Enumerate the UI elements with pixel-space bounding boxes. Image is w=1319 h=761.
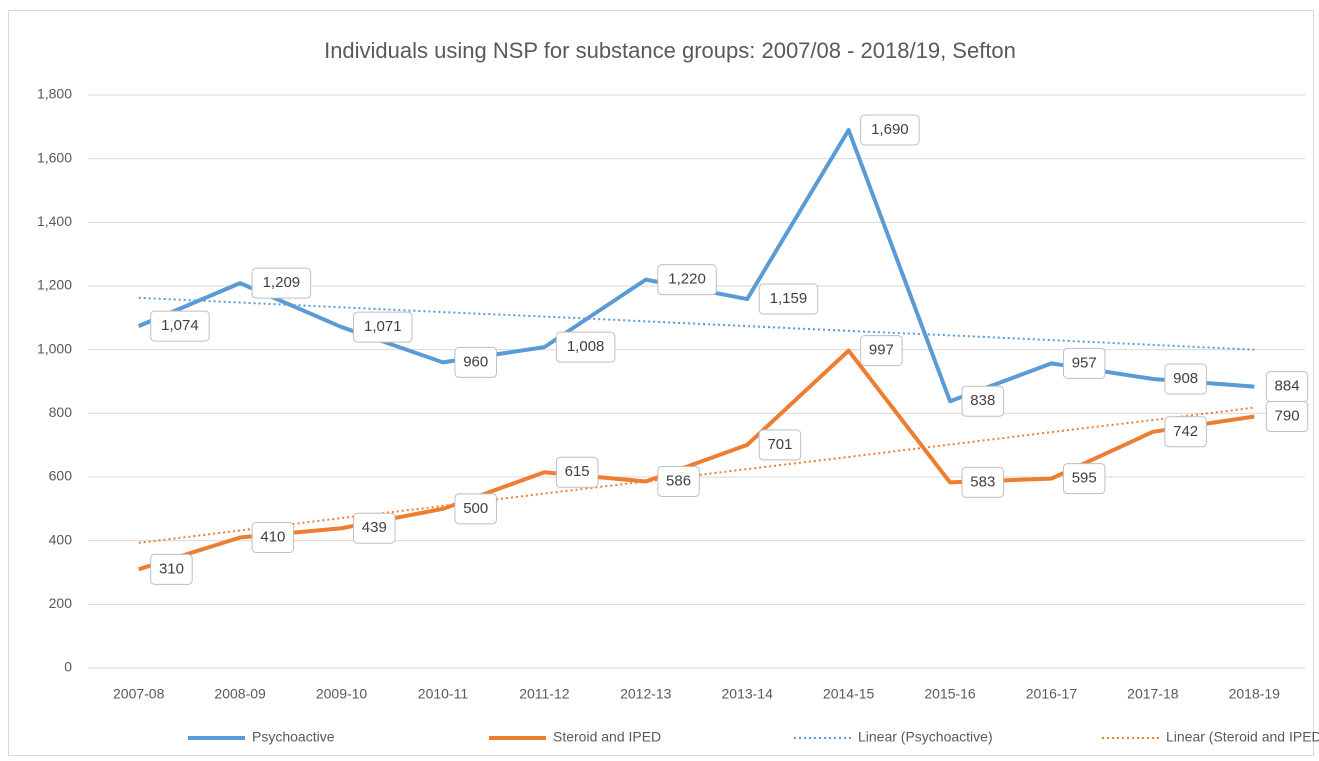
data-label-box: [758, 429, 802, 461]
data-label: 1,008: [567, 338, 605, 355]
data-label-box: [454, 493, 497, 525]
data-label: 1,690: [871, 121, 909, 138]
data-label-box: [1265, 401, 1309, 433]
chart-title: Individuals using NSP for substance grou…: [324, 38, 1016, 63]
chart-frame: [8, 10, 1314, 756]
data-label: 1,220: [668, 271, 706, 288]
data-label-box: [961, 385, 1005, 417]
data-label: 838: [970, 392, 995, 409]
data-label: 583: [970, 473, 995, 490]
data-label-box: [758, 283, 819, 315]
data-label: 410: [260, 528, 285, 545]
x-tick-label: 2007-08: [113, 686, 165, 702]
x-tick-label: 2018-19: [1229, 686, 1281, 702]
data-label: 1,071: [364, 318, 402, 335]
data-label: 742: [1173, 423, 1198, 440]
data-label-box: [1164, 363, 1207, 395]
x-tick-label: 2011-12: [519, 686, 570, 702]
data-label-box: [150, 553, 193, 585]
data-label-box: [1062, 347, 1106, 379]
x-tick-label: 2017-18: [1127, 686, 1179, 702]
data-label: 439: [362, 519, 387, 536]
data-label: 615: [565, 463, 590, 480]
data-label: 1,074: [161, 317, 199, 334]
legend-label: Steroid and IPED: [553, 729, 661, 745]
y-tick-label: 1,400: [37, 213, 72, 229]
x-tick-label: 2016-17: [1026, 686, 1078, 702]
data-label-box: [353, 311, 413, 343]
data-label: 790: [1275, 407, 1300, 424]
x-tick-label: 2014-15: [823, 686, 875, 702]
data-label: 595: [1072, 470, 1097, 487]
trend-line: [138, 296, 1255, 351]
y-tick-label: 1,000: [37, 340, 72, 356]
y-tick-label: 200: [49, 595, 73, 611]
data-label: 586: [666, 472, 691, 489]
x-tick-label: 2009-10: [316, 686, 368, 702]
data-label-box: [657, 264, 717, 296]
data-label: 1,209: [263, 274, 301, 291]
x-tick-label: 2010-11: [418, 686, 469, 702]
x-tick-label: 2015-16: [924, 686, 976, 702]
x-tick-label: 2008-09: [214, 686, 266, 702]
data-label-box: [657, 465, 700, 497]
y-tick-label: 600: [49, 468, 73, 484]
y-tick-label: 0: [64, 659, 72, 675]
y-tick-label: 1,200: [37, 277, 72, 293]
x-tick-label: 2012-13: [620, 686, 672, 702]
data-label-box: [555, 331, 616, 363]
data-label-box: [961, 466, 1005, 498]
data-label: 960: [463, 353, 488, 370]
data-label-box: [251, 267, 312, 299]
legend-label: Linear (Steroid and IPED): [1166, 729, 1319, 745]
data-label: 310: [159, 560, 184, 577]
data-label: 908: [1173, 370, 1198, 387]
y-tick-label: 400: [49, 531, 73, 547]
y-tick-label: 800: [49, 404, 73, 420]
y-tick-label: 1,800: [37, 86, 72, 102]
data-label: 701: [767, 436, 792, 453]
legend-label: Linear (Psychoactive): [858, 729, 993, 745]
data-label-box: [454, 346, 497, 378]
legend-label: Psychoactive: [252, 729, 335, 745]
data-label-box: [150, 310, 210, 342]
data-label-box: [860, 114, 920, 146]
data-label-box: [860, 335, 903, 367]
data-label: 500: [463, 500, 488, 517]
data-label: 997: [869, 342, 894, 359]
y-tick-label: 1,600: [37, 149, 72, 165]
data-label-box: [251, 521, 295, 553]
data-label-box: [1164, 416, 1207, 448]
data-label-box: [555, 456, 599, 488]
data-label-box: [353, 512, 396, 544]
data-label-box: [1062, 463, 1106, 495]
x-tick-label: 2013-14: [722, 686, 774, 702]
data-label: 957: [1072, 354, 1097, 371]
data-label: 1,159: [770, 290, 808, 307]
data-label: 884: [1275, 378, 1300, 395]
